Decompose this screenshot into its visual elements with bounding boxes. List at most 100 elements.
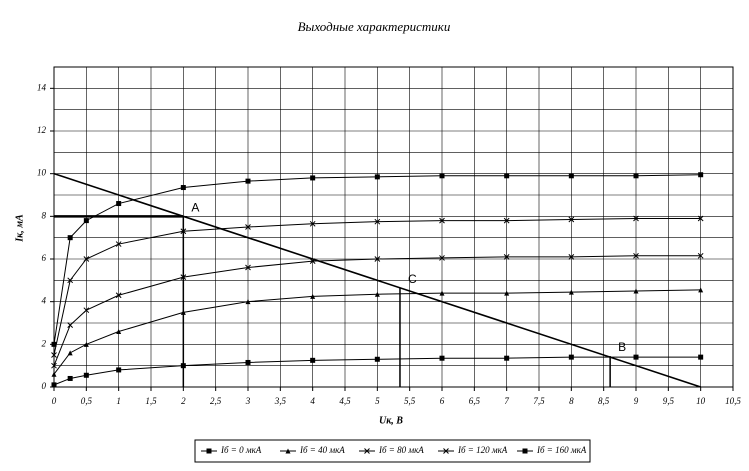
x-tick-label: 3 [245,396,251,406]
marker [51,362,57,369]
y-tick-label: 2 [42,338,47,348]
marker [439,290,445,296]
x-tick-label: 7 [504,396,509,406]
y-tick-label: 10 [37,168,47,178]
marker [439,173,445,179]
x-tick-label: 0,5 [81,396,93,406]
marker [67,277,74,284]
marker [633,354,639,360]
marker [504,290,510,296]
marker [67,350,73,356]
marker [633,173,639,179]
x-tick-label: 6,5 [469,396,481,406]
marker [374,291,380,297]
marker [698,287,704,293]
legend-label: Iб = 0 мкА [220,445,262,455]
x-tick-label: 0 [52,396,57,406]
marker [697,252,704,259]
marker [698,354,704,360]
plot-frame [53,66,734,388]
marker [439,217,445,224]
marker [180,185,186,191]
x-tick-label: 8,5 [598,396,610,406]
marker [568,354,574,360]
marker [83,307,90,314]
marker [83,341,89,347]
marker [503,254,510,260]
marker [245,299,251,305]
marker [285,448,291,454]
marker [310,175,316,181]
marker [633,288,639,294]
marker [522,448,528,454]
marker [309,220,316,227]
legend-label: Iб = 80 мкА [378,445,424,455]
chart-title: Выходные характеристики [298,19,451,34]
marker [443,448,449,454]
x-tick-label: 7,5 [533,396,545,406]
marker [245,178,251,184]
marker [374,356,380,362]
marker [364,448,370,454]
x-tick-label: 6 [440,396,445,406]
marker [115,292,122,299]
x-tick-label: 9 [634,396,639,406]
marker [67,375,73,381]
x-axis-label: Uк, В [379,415,403,426]
marker [51,341,57,347]
marker [51,352,57,358]
x-tick-label: 8 [569,396,574,406]
marker [67,322,74,328]
marker [67,235,73,241]
marker [83,256,90,262]
x-tick-label: 9,5 [663,396,675,406]
x-tick-label: 10 [696,396,706,406]
legend-label: Iб = 160 мкА [536,445,587,455]
y-axis-label: Iк, мА [14,214,25,243]
marker [697,215,704,222]
x-tick-label: 10,5 [725,396,741,406]
marker [504,355,510,361]
x-tick-label: 2,5 [210,396,222,406]
marker [51,371,57,377]
x-tick-label: 3,5 [274,396,287,406]
marker [115,241,122,247]
marker [245,224,251,230]
marker [116,329,122,335]
legend-label: Iб = 120 мкА [457,445,508,455]
marker [310,357,316,363]
marker [374,174,380,180]
x-tick-label: 5,5 [404,396,416,406]
marker [504,173,510,179]
point-label: C [408,272,417,286]
y-tick-label: 4 [42,296,47,306]
marker [374,256,381,262]
marker [698,172,704,178]
y-tick-label: 0 [42,381,47,391]
marker [568,216,575,223]
y-tick-label: 6 [42,253,47,263]
marker [503,217,510,224]
point-label: A [191,201,199,215]
marker [633,252,639,259]
marker [439,255,445,261]
y-tick-label: 12 [37,125,47,135]
legend-label: Iб = 40 мкА [299,445,345,455]
x-tick-label: 2 [181,396,186,406]
marker [116,367,122,373]
marker [51,382,57,388]
marker [310,293,316,299]
load-line [53,172,701,388]
x-tick-label: 5 [375,396,380,406]
marker [568,289,574,295]
marker [83,372,89,378]
marker [568,173,574,179]
x-tick-label: 1 [116,396,121,406]
marker [83,218,89,224]
marker [245,359,251,365]
marker [439,355,445,361]
legend-box [194,439,591,463]
marker [633,215,639,222]
x-tick-label: 4,5 [339,396,351,406]
